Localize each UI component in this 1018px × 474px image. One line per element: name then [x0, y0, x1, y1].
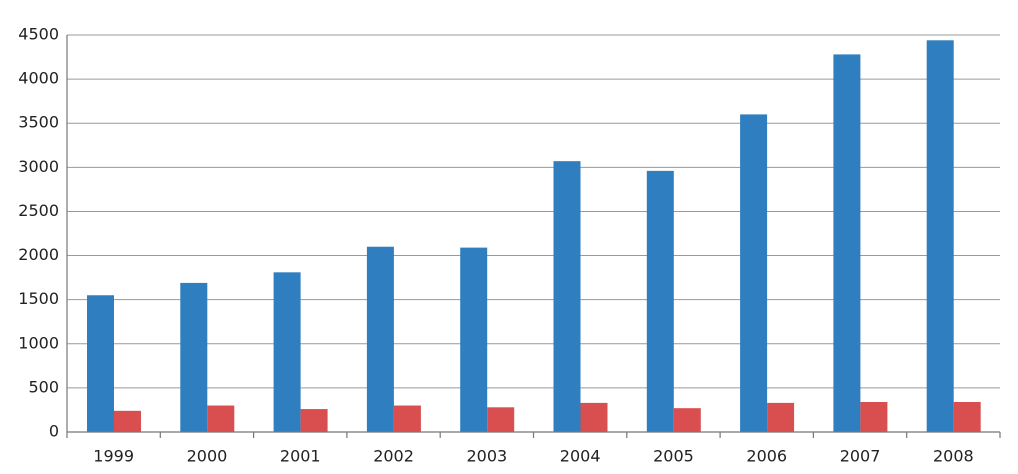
bar [926, 40, 954, 432]
bar [646, 170, 674, 432]
bar [393, 405, 421, 432]
y-tick-label: 4500 [18, 25, 59, 44]
bar [87, 295, 114, 432]
x-tick-label: 2003 [466, 447, 507, 466]
bar [114, 410, 141, 432]
bar [460, 247, 488, 432]
x-tick-label: 2007 [840, 447, 881, 466]
y-tick-label: 3500 [18, 113, 59, 132]
bar [833, 54, 861, 433]
x-tick-label: 2004 [560, 447, 601, 466]
y-tick-label: 2000 [18, 245, 59, 264]
bar [580, 402, 608, 432]
bar [273, 272, 301, 432]
bar [553, 161, 581, 432]
bar [300, 409, 328, 432]
y-tick-label: 1500 [18, 289, 59, 308]
y-tick-label: 4000 [18, 69, 59, 88]
bar [740, 114, 768, 433]
x-tick-label: 2000 [187, 447, 228, 466]
bar [953, 402, 981, 432]
y-tick-label: 3000 [18, 157, 59, 176]
bar [180, 282, 208, 432]
x-tick-label: 2002 [373, 447, 414, 466]
x-tick-label: 2001 [280, 447, 321, 466]
y-tick-label: 1000 [18, 333, 59, 352]
y-tick-label: 500 [28, 377, 59, 396]
x-tick-label: 2005 [653, 447, 694, 466]
y-tick-label: 0 [49, 422, 59, 441]
y-tick-label: 2500 [18, 201, 59, 220]
x-tick-label: 2008 [933, 447, 974, 466]
bar [366, 246, 394, 432]
x-tick-label: 1999 [93, 447, 134, 466]
bar [860, 402, 888, 432]
bar [207, 405, 235, 432]
bar [487, 407, 515, 432]
x-tick-label: 2006 [746, 447, 787, 466]
bar [767, 402, 795, 432]
bar [673, 408, 701, 432]
